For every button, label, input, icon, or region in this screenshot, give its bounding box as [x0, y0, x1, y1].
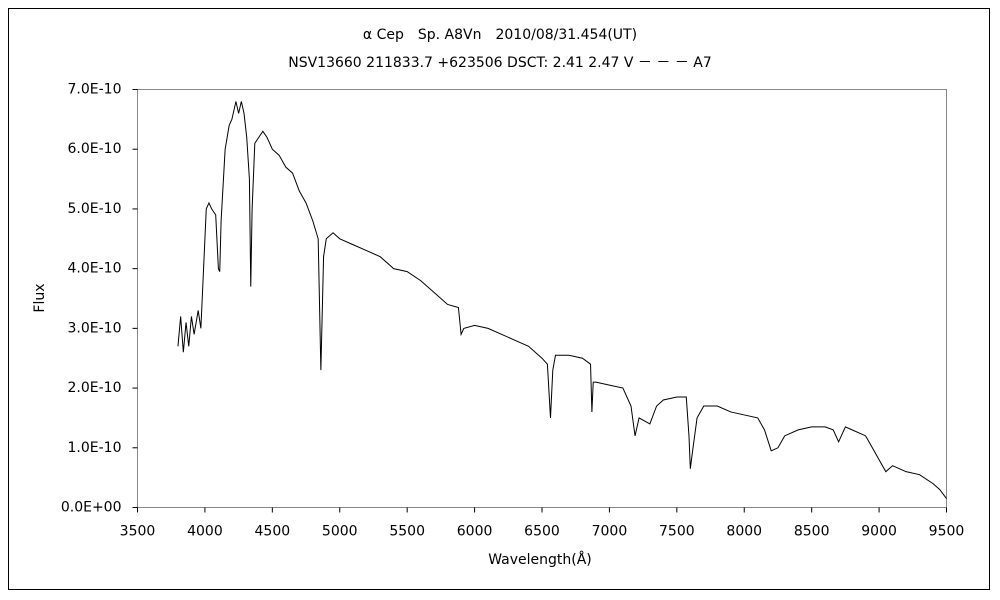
x-tick-label: 5500 [389, 524, 425, 540]
x-tick-label: 7000 [592, 524, 628, 540]
spectrum-line [177, 101, 947, 499]
x-tick-label: 4500 [255, 524, 291, 540]
x-tick-label: 3500 [120, 524, 156, 540]
y-axis-label: Flux [32, 283, 48, 312]
x-tick-label: 5000 [322, 524, 358, 540]
plot-area [137, 89, 947, 508]
chart-title: α Cep Sp. A8Vn 2010/08/31.454(UT) [363, 27, 637, 43]
x-tick-label: 7500 [659, 524, 695, 540]
x-axis-label: Wavelength(Å) [488, 551, 592, 568]
x-tick-label: 8000 [726, 524, 762, 540]
chart-subtitle: NSV13660 211833.7 +623506 DSCT: 2.41 2.4… [288, 55, 712, 71]
x-tick-label: 6500 [524, 524, 560, 540]
y-tick-label: 6.0E-10 [68, 141, 122, 157]
x-tick-label: 6000 [457, 524, 493, 540]
x-tick-label: 4000 [187, 524, 223, 540]
x-tick-label: 9500 [929, 524, 965, 540]
y-tick-label: 3.0E-10 [68, 320, 122, 336]
x-tick-label: 9000 [861, 524, 897, 540]
y-tick-label: 2.0E-10 [68, 380, 122, 396]
y-tick-label: 4.0E-10 [68, 261, 122, 277]
y-tick-label: 7.0E-10 [68, 82, 122, 98]
y-tick-label: 5.0E-10 [68, 201, 122, 217]
y-tick-label: 0.0E+00 [61, 500, 122, 516]
x-tick-label: 8500 [794, 524, 830, 540]
y-tick-label: 1.0E-10 [68, 440, 122, 456]
